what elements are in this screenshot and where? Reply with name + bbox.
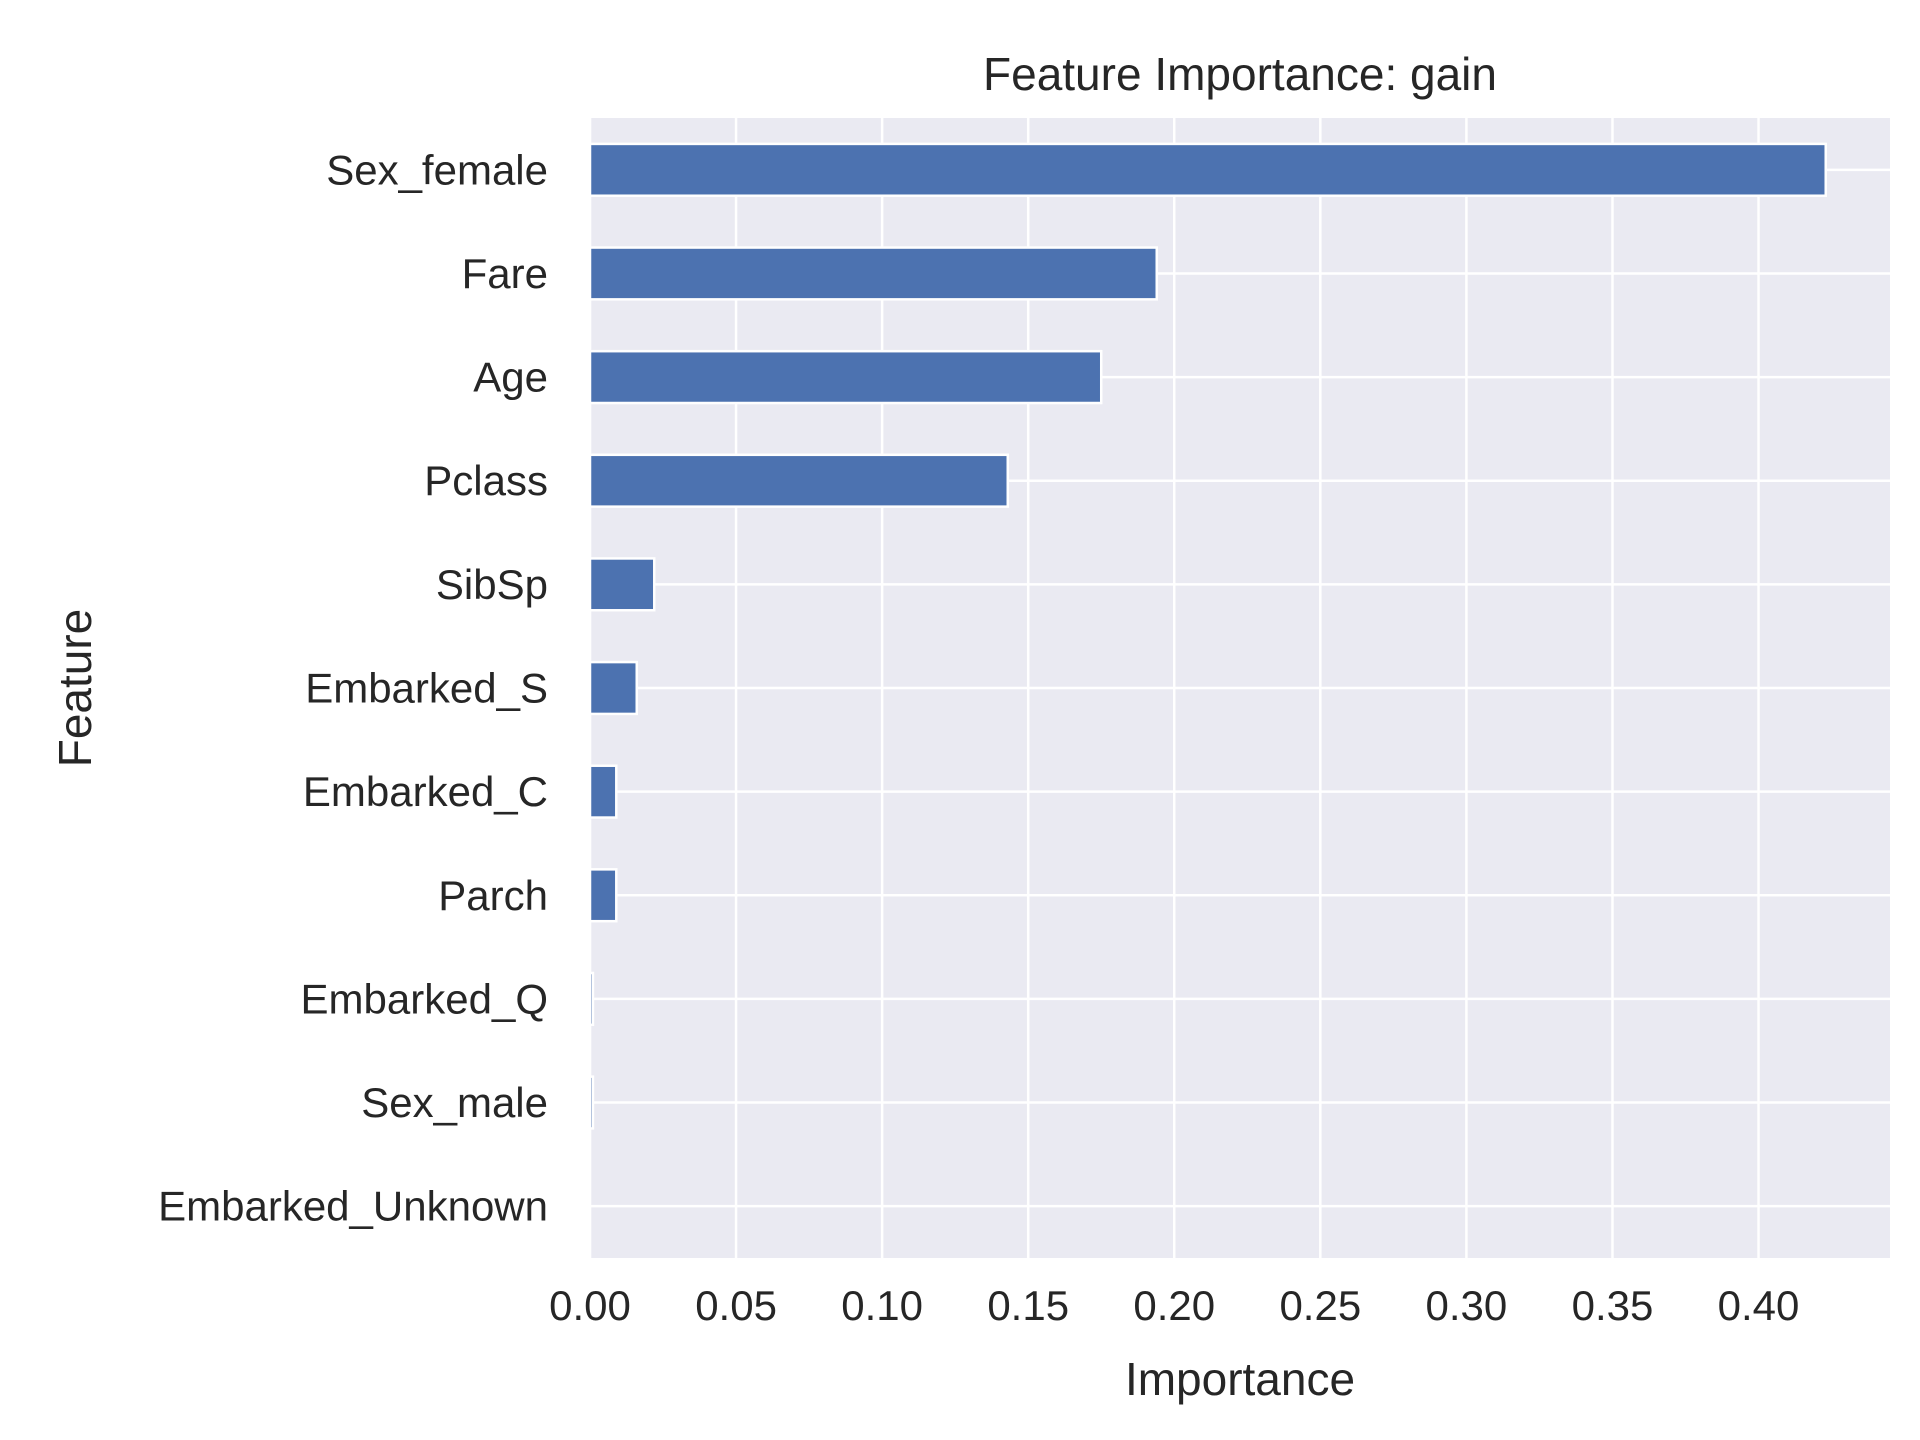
bar-sex-female	[588, 142, 1827, 197]
y-tick-label: SibSp	[436, 561, 548, 608]
bar-fare	[588, 246, 1158, 301]
y-tick-label: Fare	[462, 250, 548, 297]
y-tick-labels: Sex_female Fare Age Pclass SibSp Embarked_S Em…	[158, 146, 548, 1229]
y-axis-label: Feature	[49, 609, 101, 768]
bar-sex-male	[588, 1075, 595, 1130]
bar-age	[588, 349, 1103, 405]
y-tick-label: Sex_female	[326, 146, 548, 193]
y-tick-label: Embarked_Q	[301, 975, 548, 1022]
bars	[588, 142, 1827, 1130]
x-tick-label: 0.20	[1133, 1282, 1215, 1329]
x-axis-label: Importance	[1125, 1353, 1355, 1405]
x-tick-label: 0.10	[841, 1282, 923, 1329]
x-tick-label: 0.00	[549, 1282, 631, 1329]
bar-embarked-s	[588, 660, 638, 716]
y-tick-label: Embarked_S	[305, 665, 548, 712]
x-tick-label: 0.35	[1572, 1282, 1654, 1329]
y-tick-label: Sex_male	[361, 1079, 548, 1126]
x-tick-label: 0.40	[1718, 1282, 1800, 1329]
bar-embarked-q	[588, 971, 595, 1027]
x-tick-label: 0.25	[1279, 1282, 1361, 1329]
y-tick-label: Embarked_Unknown	[158, 1183, 548, 1230]
x-tick-label: 0.05	[695, 1282, 777, 1329]
y-tick-label: Embarked_C	[303, 768, 548, 815]
bar-parch	[588, 868, 618, 923]
chart-title: Feature Importance: gain	[983, 48, 1497, 100]
bar-sibsp	[588, 557, 656, 612]
bar-pclass	[588, 453, 1010, 508]
y-tick-label: Age	[473, 354, 548, 401]
y-tick-label: Pclass	[424, 457, 548, 504]
x-tick-label: 0.15	[987, 1282, 1069, 1329]
x-tick-labels: 0.00 0.05 0.10 0.15 0.20 0.25 0.30 0.35 0.40	[549, 1282, 1799, 1329]
x-tick-label: 0.30	[1426, 1282, 1508, 1329]
bar-embarked-c	[588, 764, 618, 819]
y-tick-label: Parch	[438, 872, 548, 919]
